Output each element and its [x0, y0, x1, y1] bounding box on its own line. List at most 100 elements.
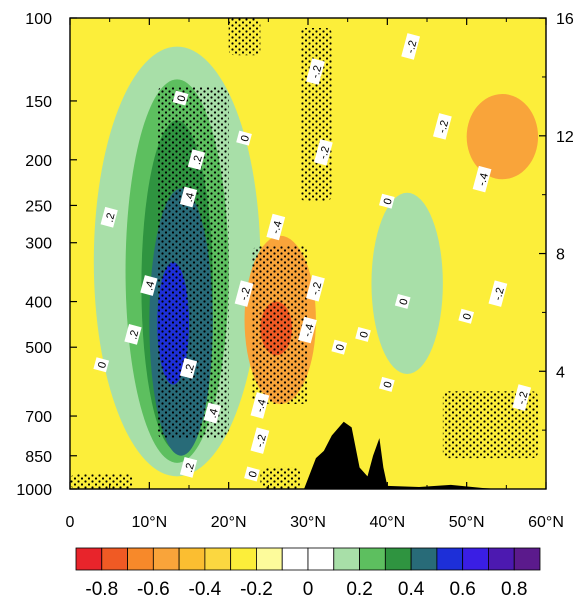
- colorbar-box-12: [384, 547, 412, 571]
- contour-label-25: -.2: [250, 427, 270, 454]
- y-tick-label-6: 500: [25, 340, 52, 357]
- contour-label-box: [458, 308, 475, 324]
- contour-label-text: 0: [382, 380, 395, 389]
- y-tick-label-4: 300: [25, 236, 52, 253]
- contour-label-box: [179, 186, 198, 208]
- contour-label-text: -.2: [436, 119, 451, 135]
- contour-label-26: -.2: [401, 33, 421, 60]
- stippled-region-5: [70, 474, 134, 489]
- colorbar-box-10: [333, 547, 360, 571]
- colorbar-box-7: [256, 547, 283, 571]
- right-tick-label-2: 12: [556, 129, 574, 146]
- y-tick-label-1: 150: [25, 94, 52, 111]
- contour-label-text: .4: [183, 191, 197, 203]
- colorbar-box-4: [178, 547, 206, 571]
- contour-label-1: 0: [236, 130, 252, 146]
- colorbar-label-5: 0.2: [346, 579, 372, 600]
- x-tick-label-0: 0: [66, 514, 75, 531]
- contour-label-text: -.4: [302, 323, 317, 339]
- x-tick-label-6: 60°N: [528, 514, 564, 531]
- stippled-region-6: [260, 467, 301, 489]
- y-tick-label-8: 850: [25, 449, 52, 466]
- contour-label-text: -.2: [238, 286, 253, 302]
- contour-label-10: .2: [100, 206, 118, 228]
- contour-label-box: [488, 280, 508, 307]
- contour-label-11: .2: [124, 324, 142, 345]
- contour-label-box: [313, 139, 333, 166]
- contour-label-text: -.4: [254, 398, 269, 414]
- contour-label-0: 0: [172, 90, 189, 106]
- contour-label-text: -.4: [476, 172, 491, 188]
- x-tick-label-3: 30°N: [290, 514, 326, 531]
- contour-label-16: .4: [203, 402, 221, 424]
- colorbar-box-14: [436, 547, 464, 571]
- colorbar-label-3: -0.2: [240, 579, 273, 600]
- contour-label-text: 0: [239, 134, 252, 143]
- contour-label-text: .2: [127, 329, 141, 341]
- contour-label-text: -.2: [516, 390, 531, 406]
- contour-label-box: [298, 316, 317, 344]
- colorbar-box-0: [75, 547, 103, 571]
- colorbar-box-5: [204, 547, 232, 571]
- colorbar-label-6: 0.4: [398, 579, 425, 600]
- y-tick-label-3: 250: [25, 198, 52, 215]
- x-tick-label-4: 40°N: [369, 514, 405, 531]
- contour-label-12: .2: [187, 149, 206, 171]
- y-tick-label-0: 100: [25, 11, 52, 28]
- contour-label-21: -.2: [234, 280, 254, 307]
- contour-label-text: .4: [143, 280, 157, 292]
- terrain-mask: [304, 421, 499, 489]
- contour-label-27: -.2: [432, 113, 452, 140]
- contour-label-box: [187, 149, 206, 171]
- colorbar-box-2: [127, 547, 154, 571]
- contour-label-text: -.2: [309, 281, 324, 297]
- colorbar-box-17: [513, 547, 541, 571]
- stippled-region-0: [157, 86, 229, 439]
- contour-label-box: [203, 402, 221, 424]
- colorbar-box-3: [152, 547, 180, 571]
- colorbar-label-4: 0: [303, 579, 314, 600]
- contour-label-text: 0: [247, 470, 260, 479]
- x-tick-label-1: 10°N: [131, 514, 167, 531]
- stippled-region-2: [300, 27, 332, 202]
- contour-label-box: [306, 274, 325, 302]
- contour-label-5: 0: [379, 376, 395, 392]
- right-tick-label-0: 4: [556, 364, 565, 381]
- colorbar-box-9: [307, 547, 335, 571]
- contour-label-box: [179, 456, 198, 478]
- contour-label-box: [244, 466, 260, 482]
- contour-label-box: [331, 339, 348, 355]
- contour-label-text: 0: [358, 330, 371, 339]
- contour-label-box: [250, 392, 270, 419]
- contour-label-17: .2: [179, 456, 198, 478]
- contour-label-box: [100, 206, 118, 228]
- colorbar-label-2: -0.4: [189, 579, 222, 600]
- contour-label-3: 0: [331, 339, 348, 355]
- contour-label-28: -.4: [472, 165, 492, 193]
- contour-label-text: -.2: [405, 39, 420, 55]
- contour-label-8: 0: [379, 193, 395, 209]
- contour-label-box: [236, 130, 252, 146]
- colorbar-box-8: [281, 547, 309, 571]
- plot-area: 0 0 0 0 0 0 0 0 0 0 .2 .2 .2 .2 .4 .4 .4 .2 -.4 -.4 -.4 -.2 -.…: [70, 18, 546, 489]
- contour-label-6: 0: [394, 293, 411, 309]
- contour-label-text: -.2: [254, 433, 269, 449]
- right-tick-label-3: 16: [556, 11, 574, 28]
- contour-label-text: 0: [382, 197, 395, 206]
- contour-label-box: [379, 376, 395, 392]
- contour-label-text: .2: [191, 154, 205, 166]
- colorbar-box-1: [101, 547, 128, 571]
- stippled-region-3: [228, 18, 261, 56]
- contour-label-box: [306, 58, 325, 85]
- stippled-region-1: [252, 246, 308, 405]
- contour-label-text: -.2: [309, 64, 324, 80]
- y-tick-label-5: 400: [25, 295, 52, 312]
- colorbar: -0.8 -0.6 -0.4 -0.2 0 0.2 0.4 0.6 0.8: [75, 547, 541, 600]
- contour-label-box: [401, 33, 421, 60]
- contour-label-text: -.2: [317, 145, 332, 161]
- colorbar-box-11: [359, 547, 386, 571]
- contour-label-13: .2: [179, 358, 198, 379]
- contour-label-box: [140, 275, 158, 296]
- contour-label-text: .2: [183, 462, 197, 474]
